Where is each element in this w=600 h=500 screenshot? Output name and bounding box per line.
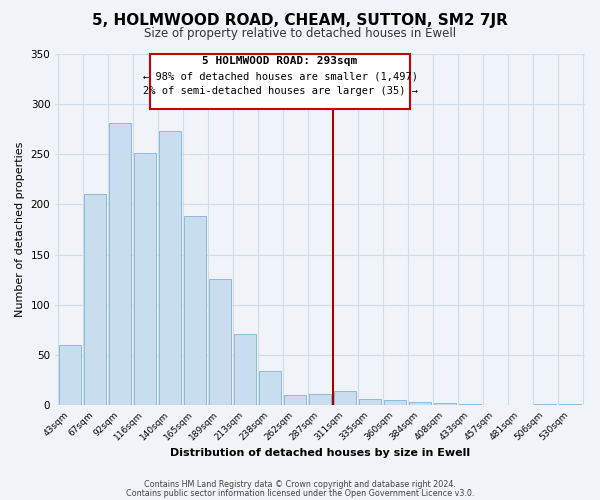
Bar — [409, 402, 431, 405]
Bar — [259, 371, 281, 405]
Bar — [109, 123, 131, 405]
Bar — [184, 216, 206, 405]
Bar — [309, 394, 331, 405]
Bar — [459, 404, 481, 405]
Bar — [359, 399, 382, 405]
Bar — [84, 194, 106, 405]
Bar — [559, 404, 581, 405]
Text: 5, HOLMWOOD ROAD, CHEAM, SUTTON, SM2 7JR: 5, HOLMWOOD ROAD, CHEAM, SUTTON, SM2 7JR — [92, 12, 508, 28]
Bar — [434, 403, 456, 405]
Text: 2% of semi-detached houses are larger (35) →: 2% of semi-detached houses are larger (3… — [143, 86, 418, 96]
Text: Contains public sector information licensed under the Open Government Licence v3: Contains public sector information licen… — [126, 488, 474, 498]
Text: Contains HM Land Registry data © Crown copyright and database right 2024.: Contains HM Land Registry data © Crown c… — [144, 480, 456, 489]
Bar — [234, 334, 256, 405]
Bar — [159, 131, 181, 405]
Text: Size of property relative to detached houses in Ewell: Size of property relative to detached ho… — [144, 28, 456, 40]
Bar — [284, 395, 307, 405]
Bar — [384, 400, 406, 405]
Bar — [209, 278, 232, 405]
Y-axis label: Number of detached properties: Number of detached properties — [15, 142, 25, 317]
X-axis label: Distribution of detached houses by size in Ewell: Distribution of detached houses by size … — [170, 448, 470, 458]
FancyBboxPatch shape — [150, 54, 410, 109]
Text: ← 98% of detached houses are smaller (1,497): ← 98% of detached houses are smaller (1,… — [143, 71, 418, 81]
Bar — [334, 391, 356, 405]
Text: 5 HOLMWOOD ROAD: 293sqm: 5 HOLMWOOD ROAD: 293sqm — [202, 56, 358, 66]
Bar — [59, 345, 82, 405]
Bar — [134, 154, 157, 405]
Bar — [534, 404, 556, 405]
